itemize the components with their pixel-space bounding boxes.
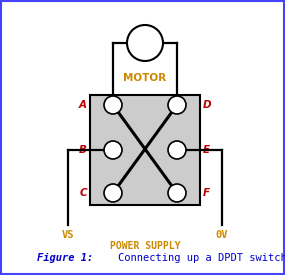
Circle shape xyxy=(168,141,186,159)
Text: MOTOR: MOTOR xyxy=(123,73,166,83)
Bar xyxy=(90,95,200,205)
Circle shape xyxy=(104,96,122,114)
Text: D: D xyxy=(203,100,212,110)
Text: B: B xyxy=(79,145,87,155)
Circle shape xyxy=(104,184,122,202)
Text: A: A xyxy=(79,100,87,110)
Circle shape xyxy=(104,141,122,159)
Text: VS: VS xyxy=(62,230,74,240)
Text: 0V: 0V xyxy=(216,230,228,240)
Text: M: M xyxy=(139,37,151,50)
Text: POWER SUPPLY: POWER SUPPLY xyxy=(110,241,180,251)
Text: F: F xyxy=(203,188,210,198)
Circle shape xyxy=(168,96,186,114)
Circle shape xyxy=(127,25,163,61)
Circle shape xyxy=(168,184,186,202)
Text: C: C xyxy=(80,188,87,198)
Text: E: E xyxy=(203,145,210,155)
Text: Connecting up a DPDT switch: Connecting up a DPDT switch xyxy=(118,254,285,263)
Text: Figure 1:: Figure 1: xyxy=(37,254,93,263)
